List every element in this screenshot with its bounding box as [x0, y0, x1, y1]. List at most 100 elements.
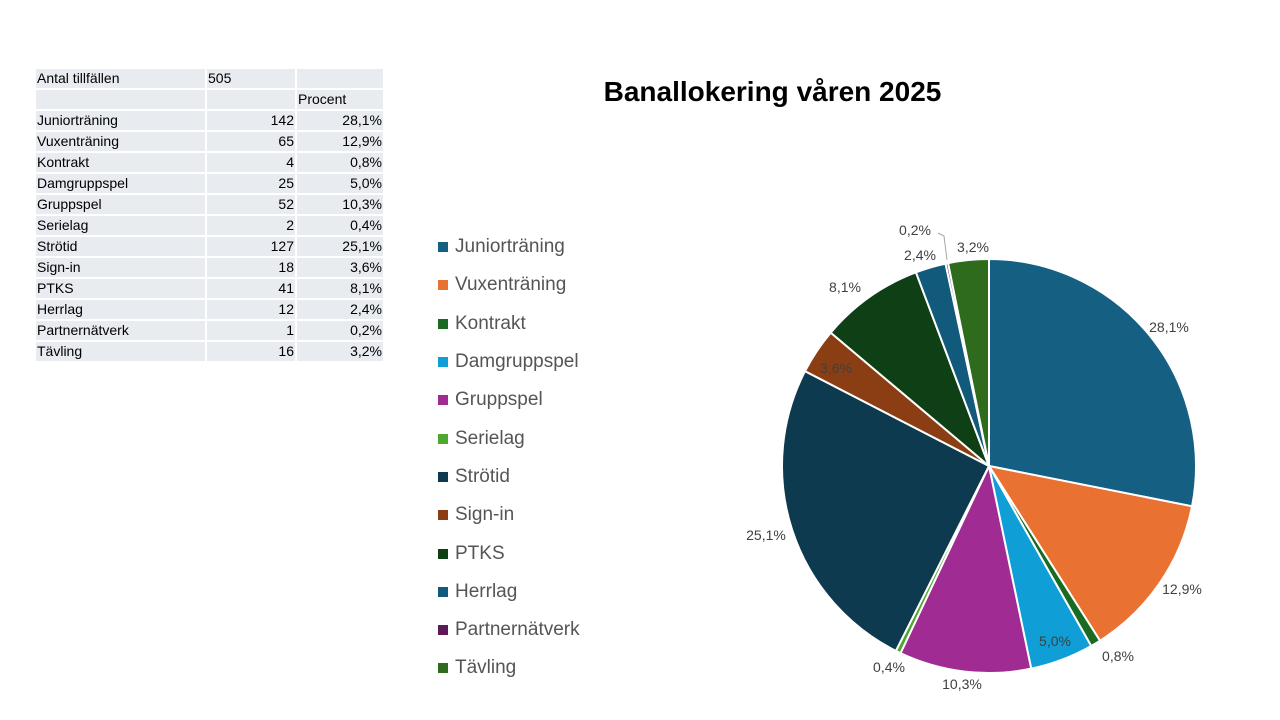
legend-label: Damgruppspel: [455, 351, 579, 373]
data-label: 0,8%: [1102, 648, 1134, 664]
pie-slice: [946, 257, 990, 467]
legend-swatch: [438, 625, 448, 636]
row-percent: 12,9%: [297, 132, 385, 153]
legend-label: Herrlag: [455, 580, 518, 602]
legend-item: Sign-in: [438, 496, 580, 534]
row-label: Partnernätverk: [36, 321, 207, 342]
pie-slice: [986, 464, 1194, 643]
label-leader-line: [937, 232, 948, 261]
total-value: 505: [207, 69, 297, 90]
legend-swatch: [438, 663, 448, 674]
row-label: Kontrakt: [36, 153, 207, 174]
data-label: 8,1%: [829, 279, 861, 295]
legend-swatch: [438, 318, 448, 329]
legend-item: Strötid: [438, 458, 580, 496]
legend-label: PTKS: [455, 542, 505, 564]
data-label: 10,3%: [942, 676, 982, 692]
legend-label: Vuxenträning: [455, 274, 567, 296]
legend-label: Kontrakt: [455, 312, 526, 334]
data-label: 0,2%: [899, 222, 931, 238]
row-label: Herrlag: [36, 300, 207, 321]
row-count: 12: [207, 300, 297, 321]
subheader-empty-cell: [36, 90, 207, 111]
pie-slice: [781, 369, 991, 653]
subheader-empty-cell: [207, 90, 297, 111]
legend-swatch: [438, 280, 448, 291]
row-count: 142: [207, 111, 297, 132]
row-count: 25: [207, 174, 297, 195]
row-percent: 3,6%: [297, 258, 385, 279]
legend-swatch: [438, 548, 448, 559]
row-percent: 28,1%: [297, 111, 385, 132]
table-header-row: Antal tillfällen 505: [36, 69, 385, 90]
legend-label: Juniorträning: [455, 236, 565, 258]
data-label: 2,4%: [904, 247, 936, 263]
row-count: 2: [207, 216, 297, 237]
legend-swatch: [438, 586, 448, 597]
legend-item: Partnernätverk: [438, 611, 580, 649]
legend-item: Gruppspel: [438, 381, 580, 419]
table-row: PTKS 41 8,1%: [36, 279, 385, 300]
data-label: 28,1%: [1149, 319, 1189, 335]
legend-swatch: [438, 471, 448, 482]
legend-label: Tävling: [455, 657, 517, 679]
legend-swatch: [438, 510, 448, 521]
legend-label: Gruppspel: [455, 389, 543, 411]
table-row: Partnernätverk 1 0,2%: [36, 321, 385, 342]
legend-swatch: [438, 357, 448, 368]
data-label: 3,6%: [820, 360, 852, 376]
table-subheader-row: Procent: [36, 90, 385, 111]
legend-swatch: [438, 395, 448, 406]
pie-slice: [829, 271, 992, 470]
row-label: Gruppspel: [36, 195, 207, 216]
table-row: Herrlag 12 2,4%: [36, 300, 385, 321]
row-percent: 5,0%: [297, 174, 385, 195]
table-row: Kontrakt 4 0,8%: [36, 153, 385, 174]
table-row: Serielag 2 0,4%: [36, 216, 385, 237]
row-label: Juniorträning: [36, 111, 207, 132]
table-row: Vuxenträning 65 12,9%: [36, 132, 385, 153]
chart-title: Banallokering våren 2025: [603, 76, 942, 107]
row-count: 65: [207, 132, 297, 153]
legend-item: Serielag: [438, 419, 580, 457]
data-label: 0,4%: [873, 659, 905, 675]
percent-header: Procent: [297, 90, 385, 111]
table-row: Sign-in 18 3,6%: [36, 258, 385, 279]
row-count: 4: [207, 153, 297, 174]
row-label: Sign-in: [36, 258, 207, 279]
legend-item: Kontrakt: [438, 305, 580, 343]
data-label: 5,0%: [1039, 633, 1071, 649]
header-empty-cell: [297, 69, 385, 90]
row-percent: 25,1%: [297, 237, 385, 258]
row-count: 16: [207, 342, 297, 363]
row-count: 1: [207, 321, 297, 342]
table-row: Juniorträning 142 28,1%: [36, 111, 385, 132]
row-percent: 8,1%: [297, 279, 385, 300]
row-label: Damgruppspel: [36, 174, 207, 195]
row-label: PTKS: [36, 279, 207, 300]
legend-item: Vuxenträning: [438, 266, 580, 304]
table-row: Damgruppspel 25 5,0%: [36, 174, 385, 195]
pie-slice: [988, 257, 1197, 508]
row-count: 52: [207, 195, 297, 216]
table-row: Gruppspel 52 10,3%: [36, 195, 385, 216]
row-label: Serielag: [36, 216, 207, 237]
data-table: Antal tillfällen 505 Procent Juniorträni…: [36, 69, 385, 363]
row-percent: 0,8%: [297, 153, 385, 174]
data-label: 3,2%: [957, 239, 989, 255]
row-count: 41: [207, 279, 297, 300]
row-label: Vuxenträning: [36, 132, 207, 153]
legend-label: Strötid: [455, 465, 510, 487]
legend-item: Damgruppspel: [438, 343, 580, 381]
row-percent: 10,3%: [297, 195, 385, 216]
legend-label: Partnernätverk: [455, 619, 580, 641]
row-count: 18: [207, 258, 297, 279]
data-label: 25,1%: [746, 527, 786, 543]
row-count: 127: [207, 237, 297, 258]
row-percent: 0,4%: [297, 216, 385, 237]
legend-label: Serielag: [455, 427, 525, 449]
legend-item: Tävling: [438, 649, 580, 687]
data-label: 12,9%: [1162, 581, 1202, 597]
table-row: Tävling 16 3,2%: [36, 342, 385, 363]
